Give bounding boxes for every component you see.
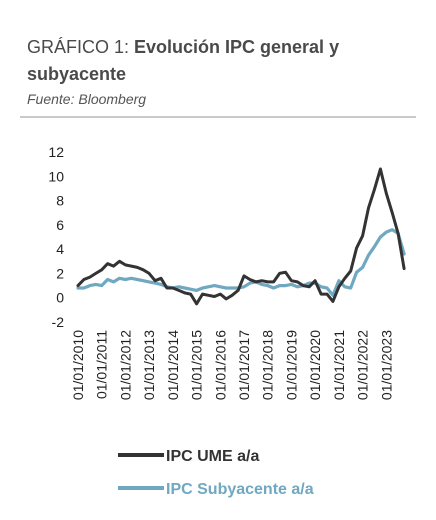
y-tick-label: 2	[56, 265, 64, 281]
x-tick-label: 01/01/2021	[331, 330, 347, 400]
chart-source: Fuente: Bloomberg	[27, 91, 147, 107]
x-tick-label: 01/01/2015	[189, 330, 205, 400]
title-prefix: GRÁFICO 1:	[27, 37, 135, 57]
x-tick-label: 01/01/2019	[283, 330, 299, 400]
y-tick-label: 4	[56, 241, 64, 257]
x-tick-label: 01/01/2014	[165, 330, 181, 400]
x-tick-label: 01/01/2020	[307, 330, 323, 400]
y-tick-label: 6	[56, 217, 64, 233]
y-tick-label: 0	[56, 290, 64, 306]
y-tick-label: 12	[48, 144, 64, 160]
y-tick-label: -2	[52, 314, 65, 330]
legend: IPC UME a/a IPC Subyacente a/a	[118, 448, 314, 498]
plot-lines	[76, 167, 406, 306]
y-tick-label: 10	[48, 168, 64, 184]
x-tick-label: 01/01/2018	[260, 330, 276, 400]
chart-title: GRÁFICO 1: Evolución IPC general y subya…	[27, 34, 417, 88]
divider	[20, 116, 416, 118]
x-tick-label: 01/01/2010	[70, 330, 86, 400]
x-tick-label: 01/01/2023	[378, 330, 394, 400]
title-main: Evolución IPC general y subyacente	[27, 37, 340, 84]
legend-label: IPC UME a/a	[166, 448, 259, 465]
x-tick-label: 01/01/2016	[212, 330, 228, 400]
x-tick-label: 01/01/2013	[141, 330, 157, 400]
series-line-ipc-subyacente	[76, 228, 406, 297]
y-tick-label: 8	[56, 193, 64, 209]
y-axis: -2 0 2 4 6 8 10 12	[48, 144, 64, 330]
x-tick-label: 01/01/2022	[355, 330, 371, 400]
legend-label: IPC Subyacente a/a	[166, 481, 314, 498]
x-tick-label: 01/01/2012	[117, 330, 133, 400]
x-axis: 01/01/2010 01/01/2011 01/01/2012 01/01/2013…	[70, 330, 394, 400]
x-tick-label: 01/01/2017	[236, 330, 252, 400]
x-tick-label: 01/01/2011	[94, 330, 110, 399]
series-line-ipc-ume	[76, 167, 406, 306]
